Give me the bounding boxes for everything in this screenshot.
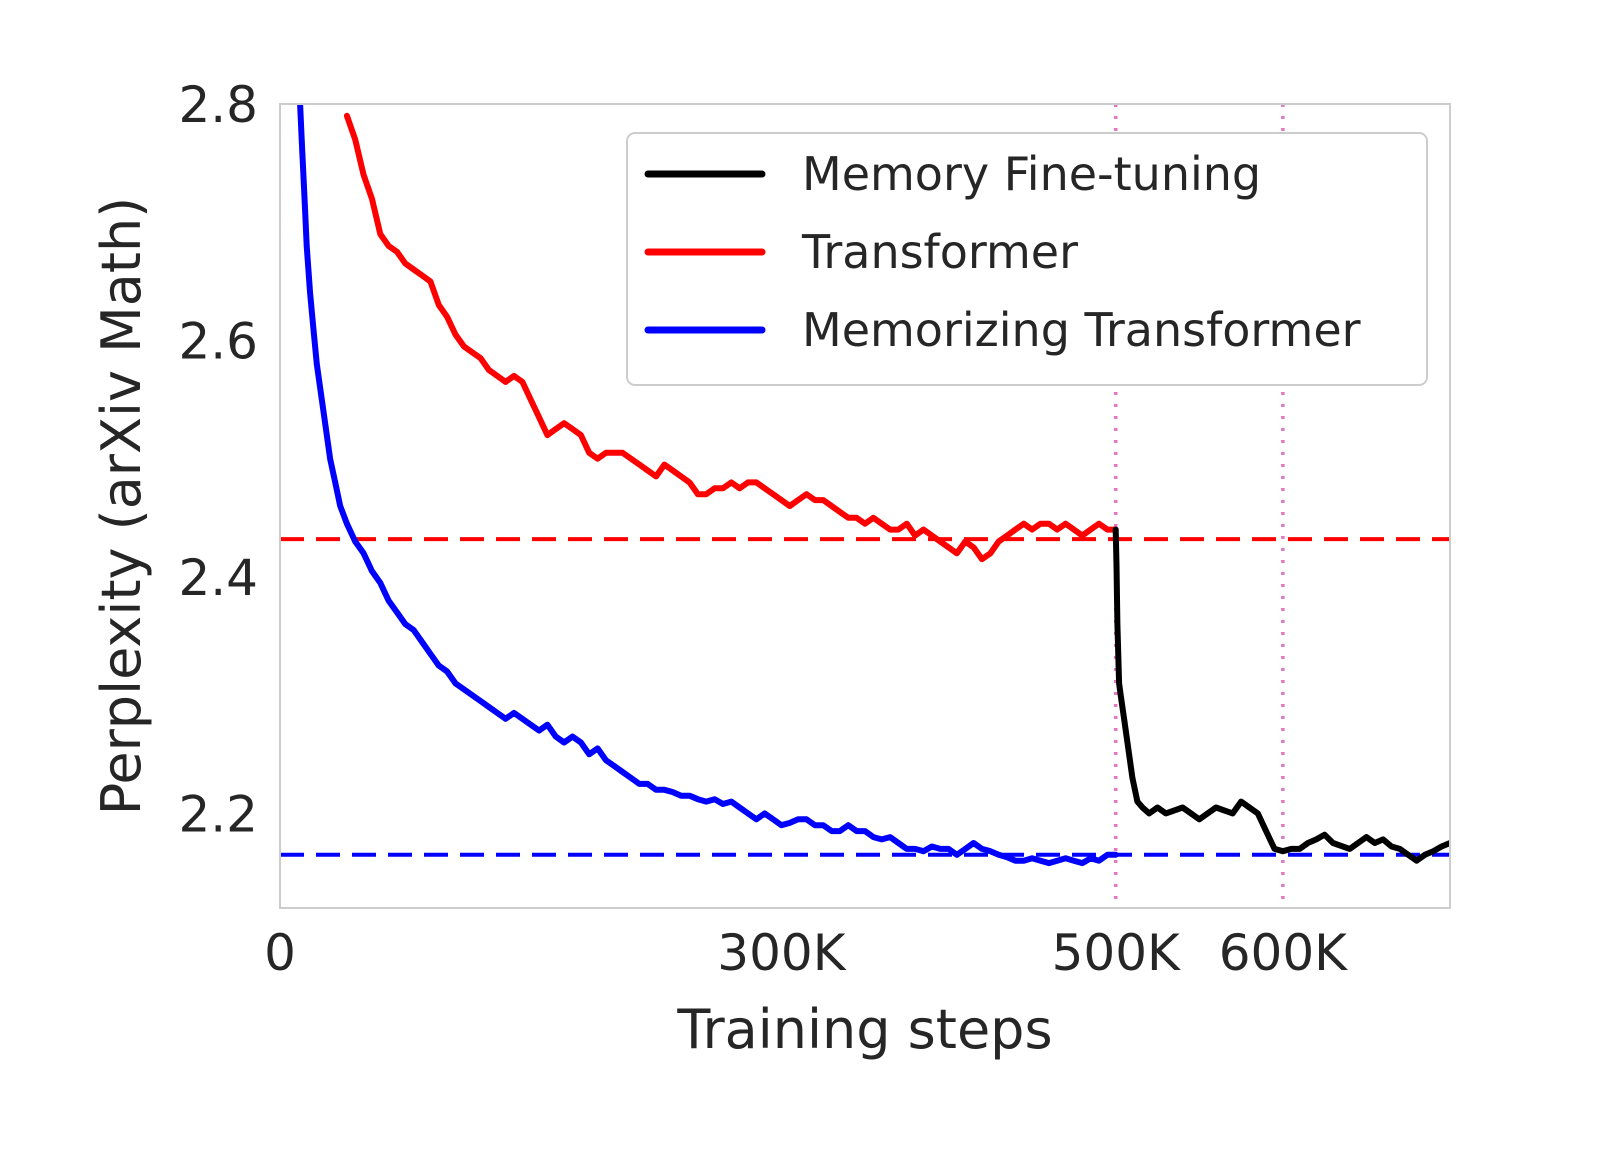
y-tick-label: 2.8: [178, 76, 258, 134]
x-axis-title: Training steps: [676, 998, 1052, 1061]
x-tick-label: 600K: [1219, 924, 1348, 982]
legend-box: [626, 132, 1428, 386]
transformer-legend-label: Transformer: [801, 225, 1078, 279]
y-tick-label: 2.4: [178, 549, 258, 607]
memorizing-transformer-series-line: [297, 104, 1119, 867]
memorizing-transformer-legend-label: Memorizing Transformer: [802, 303, 1361, 357]
y-axis-title: Perplexity (arXiv Math): [90, 197, 153, 816]
memory-fine-tuning-series-line: [1112, 526, 1450, 864]
x-axis-ticks: 0 300K 500K 600K: [264, 924, 1348, 982]
y-tick-label: 2.6: [178, 312, 258, 370]
memory-fine-tuning-legend-label: Memory Fine-tuning: [802, 147, 1261, 201]
series-lines: [297, 104, 1450, 867]
plot-frame: [279, 103, 1451, 909]
x-tick-label: 300K: [717, 924, 846, 982]
x-tick-label: 0: [264, 924, 296, 982]
legend: Memory Fine-tuning Transformer Memorizing …: [626, 132, 1428, 386]
y-axis-ticks: 2.2 2.4 2.6 2.8: [178, 76, 258, 843]
legend-entries: Memory Fine-tuning Transformer Memorizing …: [644, 147, 1361, 357]
transformer-series-line: [343, 112, 1119, 563]
x-tick-label: 500K: [1052, 924, 1181, 982]
y-tick-label: 2.2: [178, 785, 258, 843]
